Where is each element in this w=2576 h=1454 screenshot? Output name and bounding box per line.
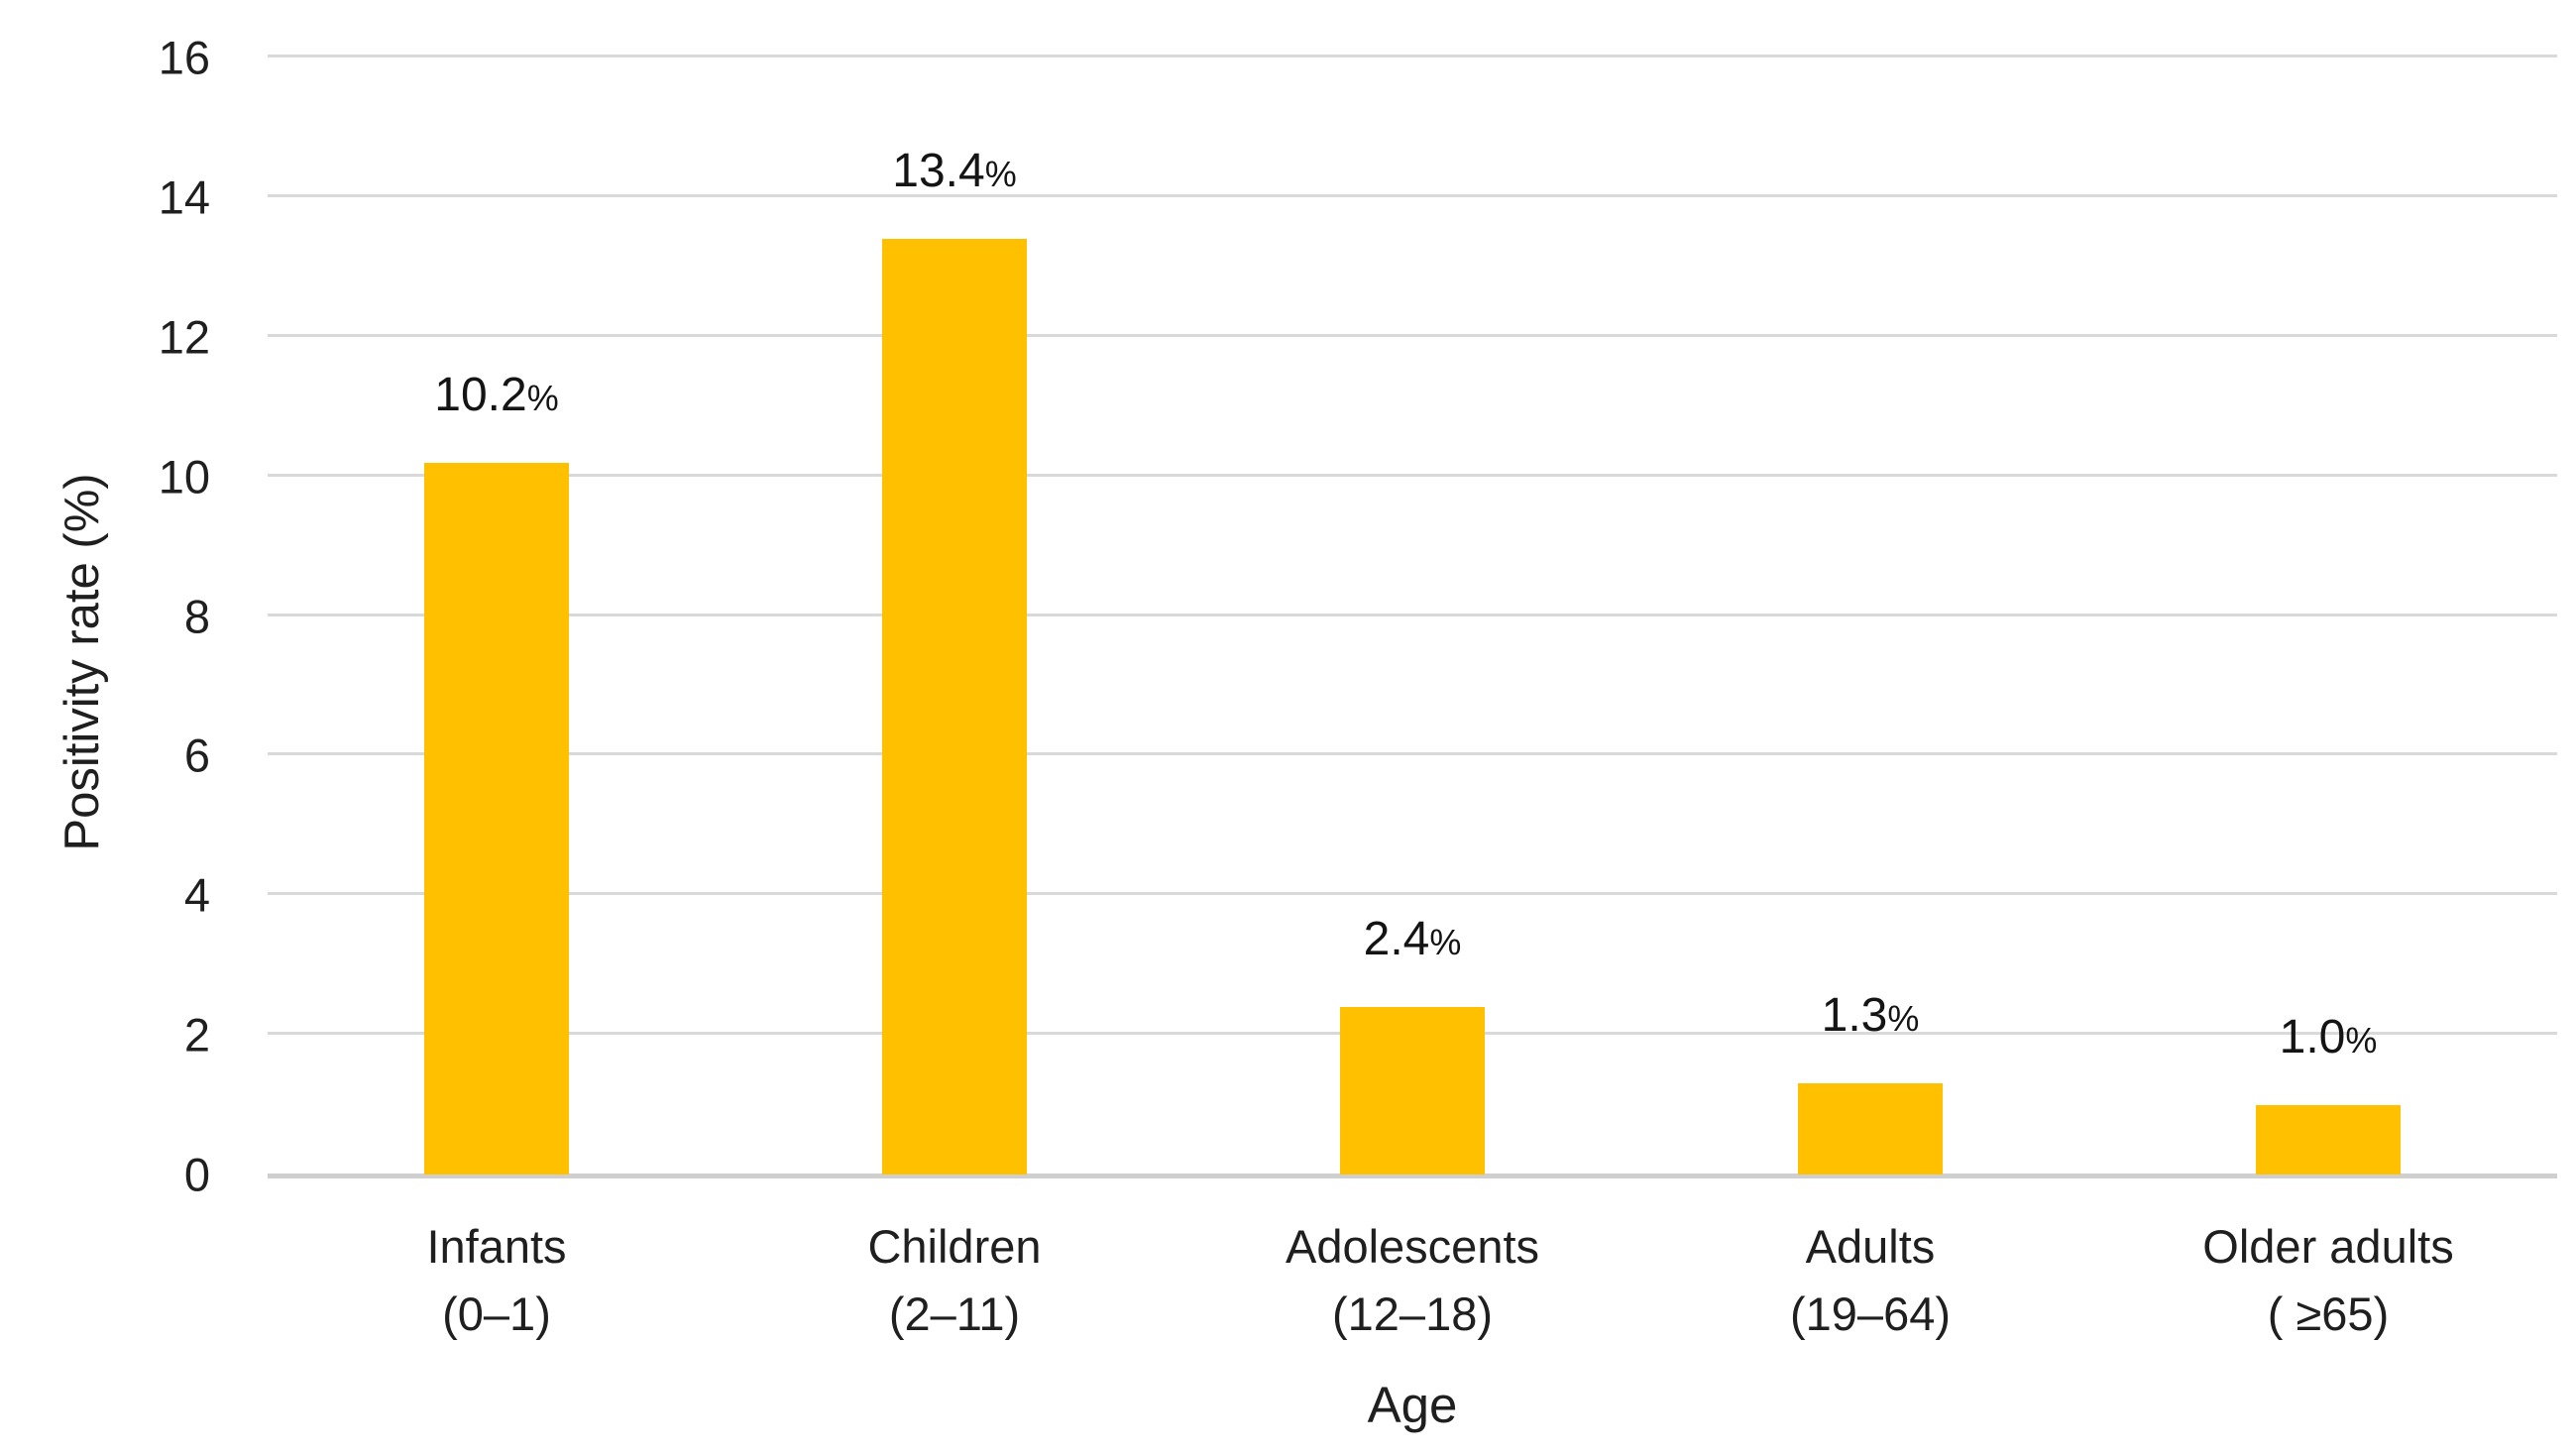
bar <box>1798 1083 1943 1174</box>
gridline <box>268 473 2557 477</box>
category-name: Adults <box>1805 1220 1936 1273</box>
bar <box>1340 1006 1485 1174</box>
bar-value-number: 1.0 <box>2279 1010 2346 1063</box>
gridline <box>268 333 2557 337</box>
percent-sign: % <box>526 377 559 418</box>
x-axis-title: Age <box>1367 1377 1458 1433</box>
bar <box>424 462 569 1174</box>
category-name: Infants <box>426 1220 567 1273</box>
percent-sign: % <box>1429 921 1462 962</box>
bar-value-label: 10.2% <box>434 368 559 421</box>
gridline <box>268 892 2557 896</box>
y-tick-label: 2 <box>183 1008 210 1062</box>
x-category-label: Older adults ( ≥65) <box>2099 1213 2557 1347</box>
percent-sign: % <box>1887 998 1920 1040</box>
bar-value-number: 1.3 <box>1821 989 1888 1043</box>
category-range: (0–1) <box>442 1286 551 1340</box>
y-tick-label: 14 <box>158 170 210 224</box>
bar-value-number: 2.4 <box>1363 912 1430 965</box>
x-category-label: Infants (0–1) <box>268 1213 726 1347</box>
y-tick-label: 12 <box>158 310 210 364</box>
bar <box>882 239 1027 1174</box>
y-tick-label: 16 <box>158 31 210 84</box>
plot-area: 10.2% 13.4% 2.4% 1.3% 1.0% <box>268 55 2557 1178</box>
bar-slot: 2.4% <box>1183 57 1641 1174</box>
x-axis-labels: Infants (0–1) Children (2–11) Adolescents (12… <box>268 1213 2557 1347</box>
percent-sign: % <box>2345 1019 2378 1061</box>
bar-value-label: 1.3% <box>1822 992 1920 1040</box>
bar-value-label: 2.4% <box>1363 912 1462 965</box>
category-name: Adolescents <box>1285 1220 1540 1273</box>
x-category-label: Adolescents (12–18) <box>1183 1213 1641 1347</box>
x-axis-line <box>268 1174 2557 1178</box>
y-tick-label: 4 <box>183 868 210 922</box>
bar-value-number: 13.4 <box>892 145 985 198</box>
percent-sign: % <box>984 154 1017 195</box>
bar-value-number: 10.2 <box>434 368 527 421</box>
bar-slot: 13.4% <box>726 57 1183 1174</box>
gridline <box>268 752 2557 756</box>
bar-value-label: 13.4% <box>892 148 1016 195</box>
category-name: Older adults <box>2202 1220 2454 1273</box>
y-axis-ticks: 0 2 4 6 8 10 12 14 16 <box>0 35 210 1198</box>
y-tick-label: 10 <box>158 450 210 503</box>
x-category-label: Children (2–11) <box>726 1213 1183 1347</box>
y-tick-label: 8 <box>183 590 210 642</box>
bar-value-label: 1.0% <box>2279 1010 2378 1063</box>
category-range: (2–11) <box>888 1286 1021 1340</box>
gridline <box>268 55 2557 57</box>
y-tick-label: 6 <box>183 728 210 782</box>
category-name: Children <box>867 1220 1042 1273</box>
bars-container: 10.2% 13.4% 2.4% 1.3% 1.0% <box>268 57 2557 1174</box>
y-tick-label: 0 <box>183 1148 210 1201</box>
bar <box>2256 1104 2401 1174</box>
bar-slot: 1.3% <box>1641 57 2099 1174</box>
category-range: ( ≥65) <box>2267 1286 2390 1340</box>
bar-slot: 1.0% <box>2099 57 2557 1174</box>
x-category-label: Adults (19–64) <box>1641 1213 2099 1347</box>
gridline <box>268 613 2557 616</box>
category-range: (12–18) <box>1332 1286 1493 1340</box>
bar-slot: 10.2% <box>268 57 726 1174</box>
category-range: (19–64) <box>1790 1286 1951 1340</box>
gridline <box>268 193 2557 197</box>
